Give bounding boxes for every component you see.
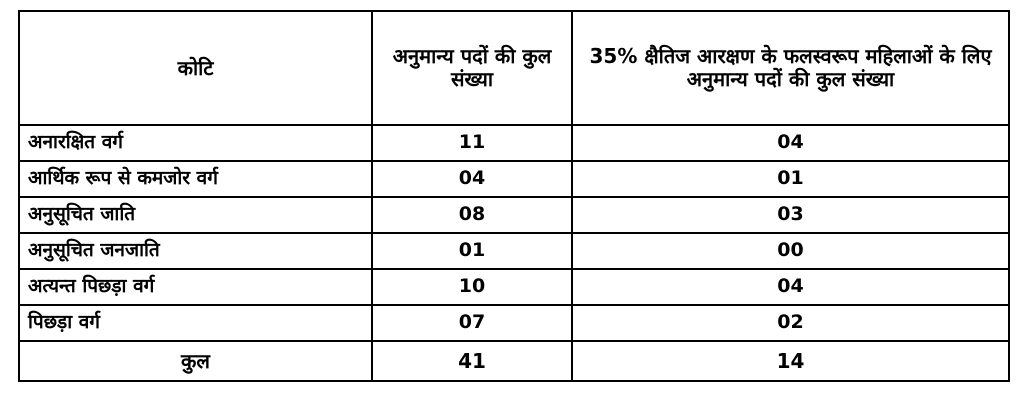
total-women-posts-cell: 14 — [571, 340, 1010, 382]
header-row: कोटि अनुमान्य पदों की कुल संख्या 35% क्ष… — [18, 10, 1010, 126]
category-cell: आर्थिक रूप से कमजोर वर्ग — [18, 160, 373, 198]
category-cell: अनारक्षित वर्ग — [18, 124, 373, 162]
header-women-posts: 35% क्षैतिज आरक्षण के फलस्वरूप महिलाओं क… — [571, 10, 1010, 126]
women-posts-cell: 04 — [571, 124, 1010, 162]
table-row: अत्यन्त पिछड़ा वर्ग 10 04 — [18, 268, 1010, 306]
table-row: अनुसूचित जाति 08 03 — [18, 196, 1010, 234]
women-posts-cell: 03 — [571, 196, 1010, 234]
total-label: कुल — [18, 340, 373, 382]
category-cell: अत्यन्त पिछड़ा वर्ग — [18, 268, 373, 306]
reservation-table-container: कोटि अनुमान्य पदों की कुल संख्या 35% क्ष… — [18, 10, 1010, 382]
posts-cell: 10 — [371, 268, 573, 306]
table-row: अनुसूचित जनजाति 01 00 — [18, 232, 1010, 270]
total-row: कुल 41 14 — [18, 340, 1010, 382]
posts-cell: 07 — [371, 304, 573, 342]
table-row: पिछड़ा वर्ग 07 02 — [18, 304, 1010, 342]
table-row: आर्थिक रूप से कमजोर वर्ग 04 01 — [18, 160, 1010, 198]
posts-cell: 04 — [371, 160, 573, 198]
header-total-posts: अनुमान्य पदों की कुल संख्या — [371, 10, 573, 126]
posts-cell: 11 — [371, 124, 573, 162]
women-posts-cell: 01 — [571, 160, 1010, 198]
posts-cell: 01 — [371, 232, 573, 270]
reservation-table: कोटि अनुमान्य पदों की कुल संख्या 35% क्ष… — [18, 10, 1010, 382]
women-posts-cell: 04 — [571, 268, 1010, 306]
posts-cell: 08 — [371, 196, 573, 234]
header-category: कोटि — [18, 10, 373, 126]
table-row: अनारक्षित वर्ग 11 04 — [18, 124, 1010, 162]
women-posts-cell: 02 — [571, 304, 1010, 342]
category-cell: अनुसूचित जाति — [18, 196, 373, 234]
category-cell: पिछड़ा वर्ग — [18, 304, 373, 342]
women-posts-cell: 00 — [571, 232, 1010, 270]
total-posts-cell: 41 — [371, 340, 573, 382]
category-cell: अनुसूचित जनजाति — [18, 232, 373, 270]
